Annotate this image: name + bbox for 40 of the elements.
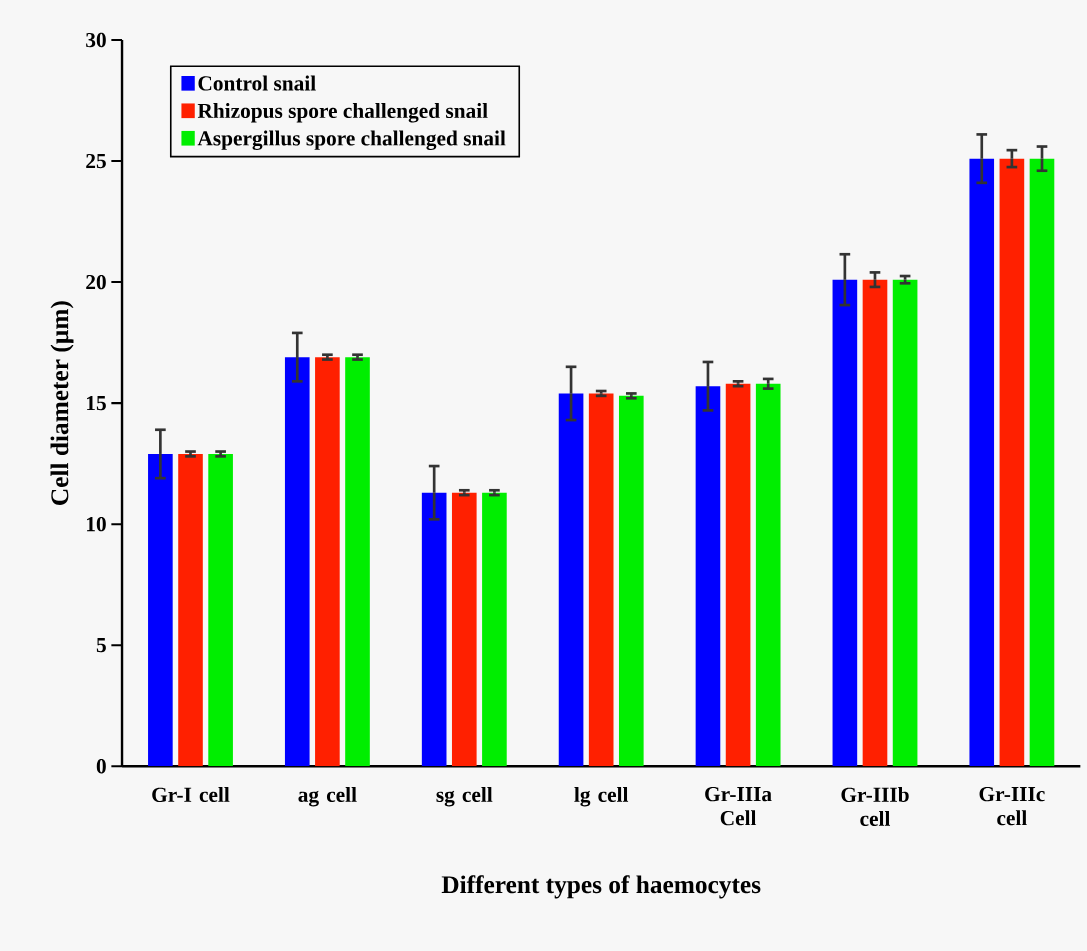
- legend-label: Rhizopus spore challenged snail: [197, 103, 488, 123]
- bar: [588, 393, 614, 767]
- y-tick-label: 5: [96, 638, 106, 653]
- y-tick-label: 10: [87, 516, 106, 532]
- bar: [178, 453, 203, 767]
- bar: [695, 386, 721, 767]
- x-axis-title: Different types of haemocytes: [441, 875, 761, 899]
- y-tick-label: 25: [86, 153, 106, 169]
- bar: [999, 158, 1025, 767]
- bar: [345, 357, 370, 767]
- bar: [755, 383, 781, 767]
- bar: [618, 395, 644, 767]
- bar: [892, 279, 918, 767]
- x-tick-label: Gr-IIIc cell: [979, 786, 1045, 826]
- y-tick-label: 20: [86, 274, 106, 290]
- bar: [421, 492, 447, 767]
- bar: [451, 492, 477, 767]
- bar: [284, 357, 310, 767]
- bar: [862, 279, 888, 767]
- bar: [148, 453, 173, 767]
- y-tick-label: 30: [86, 32, 106, 48]
- legend-label: Control snail: [198, 75, 316, 91]
- y-axis-title: Cell diameter (µm): [50, 301, 74, 505]
- bar: [832, 279, 858, 767]
- bar: [1029, 158, 1055, 767]
- x-tick-label: Gr-IIIb cell: [841, 786, 909, 826]
- bar: [482, 492, 507, 767]
- bar: [558, 393, 584, 767]
- bar: [315, 357, 340, 767]
- legend-label: Aspergillus spore challenged snail: [197, 130, 506, 151]
- bar: [969, 158, 995, 767]
- x-tick-label: ag cell: [298, 786, 357, 807]
- x-tick-label: Gr-IIIa Cell: [705, 786, 772, 826]
- bar: [725, 383, 751, 767]
- y-tick-label: 15: [87, 396, 106, 411]
- x-tick-label: lg cell: [574, 786, 629, 807]
- bar: [208, 453, 233, 767]
- x-tick-label: Gr-I cell: [152, 786, 230, 802]
- y-tick-label: 0: [96, 759, 106, 774]
- x-tick-label: sg cell: [436, 786, 493, 807]
